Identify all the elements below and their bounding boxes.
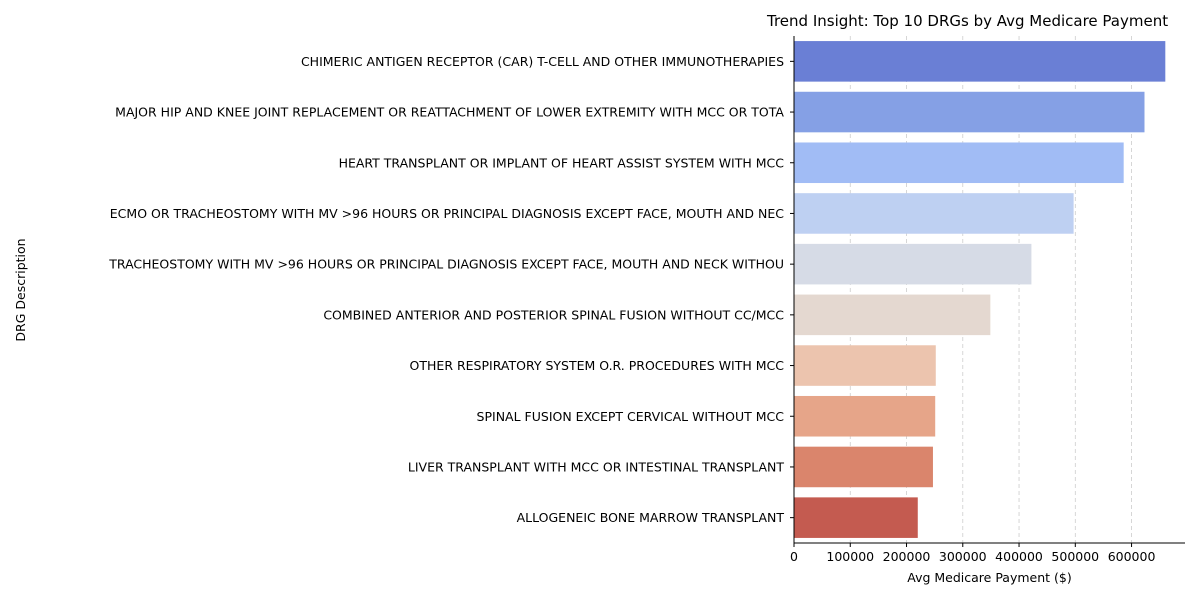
x-tick-label: 500000 [1051,549,1099,564]
y-tick-label: LIVER TRANSPLANT WITH MCC OR INTESTINAL … [408,459,784,474]
y-tick-label: COMBINED ANTERIOR AND POSTERIOR SPINAL F… [323,307,784,322]
axes [790,36,1185,547]
bar [794,193,1074,234]
chart-title: Trend Insight: Top 10 DRGs by Avg Medica… [766,12,1168,30]
x-tick-label: 300000 [939,549,987,564]
x-tick-label: 0 [790,549,798,564]
y-tick-label: ECMO OR TRACHEOSTOMY WITH MV >96 HOURS O… [110,206,784,221]
x-axis-label: Avg Medicare Payment ($) [907,570,1071,585]
bar [794,395,936,437]
y-tick-label: SPINAL FUSION EXCEPT CERVICAL WITHOUT MC… [477,409,785,424]
bar [794,91,1145,133]
bar [794,243,1032,285]
x-tick-label: 600000 [1108,549,1156,564]
x-tick-label: 400000 [995,549,1043,564]
y-axis-label: DRG Description [13,238,28,341]
x-tick-label: 100000 [826,549,874,564]
y-tick-label: MAJOR HIP AND KNEE JOINT REPLACEMENT OR … [115,105,784,120]
bars [794,41,1166,538]
bar [794,142,1124,184]
bar [794,41,1166,82]
y-tick-label: CHIMERIC ANTIGEN RECEPTOR (CAR) T-CELL A… [301,54,784,69]
bar [794,497,918,538]
tick-labels: CHIMERIC ANTIGEN RECEPTOR (CAR) T-CELL A… [108,54,1155,564]
bar [794,294,991,336]
y-tick-label: HEART TRANSPLANT OR IMPLANT OF HEART ASS… [339,155,785,170]
bar [794,446,933,488]
y-tick-label: TRACHEOSTOMY WITH MV >96 HOURS OR PRINCI… [108,257,784,272]
x-tick-label: 200000 [883,549,931,564]
y-tick-label: ALLOGENEIC BONE MARROW TRANSPLANT [517,510,785,525]
y-tick-label: OTHER RESPIRATORY SYSTEM O.R. PROCEDURES… [410,358,785,373]
bar [794,345,936,386]
